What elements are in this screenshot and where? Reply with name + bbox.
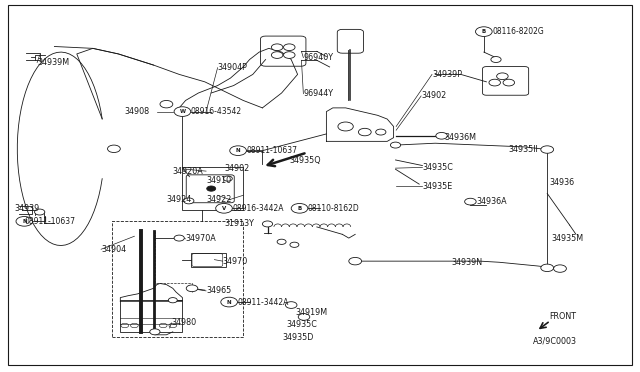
Text: 34922: 34922 <box>206 195 232 204</box>
Text: W: W <box>179 109 186 114</box>
Bar <box>182 167 243 210</box>
Text: N: N <box>22 219 27 224</box>
Bar <box>191 253 226 267</box>
Circle shape <box>349 257 362 265</box>
Circle shape <box>465 198 476 205</box>
Text: 08911-3442A: 08911-3442A <box>237 298 289 307</box>
Text: 34939P: 34939P <box>432 70 462 79</box>
Text: 34980: 34980 <box>172 318 196 327</box>
Text: A3/9C0003: A3/9C0003 <box>532 337 577 346</box>
Circle shape <box>390 142 401 148</box>
Circle shape <box>436 132 447 139</box>
Text: 34970: 34970 <box>223 257 248 266</box>
Text: 08911-10637: 08911-10637 <box>24 217 76 226</box>
Text: B: B <box>298 206 301 211</box>
Circle shape <box>277 239 286 244</box>
Text: 34939: 34939 <box>14 204 39 213</box>
Text: 34939M: 34939M <box>37 58 69 67</box>
Text: 34902: 34902 <box>224 164 249 173</box>
Bar <box>120 300 182 332</box>
Text: 34936: 34936 <box>549 178 574 187</box>
Circle shape <box>503 79 515 86</box>
Text: 08916-43542: 08916-43542 <box>191 107 242 116</box>
Circle shape <box>271 52 283 58</box>
Circle shape <box>497 73 508 80</box>
Text: FRONT: FRONT <box>549 312 576 321</box>
Circle shape <box>184 198 194 204</box>
Text: 08116-8202G: 08116-8202G <box>492 27 544 36</box>
Text: N: N <box>236 148 241 153</box>
Circle shape <box>216 203 232 213</box>
Text: 34908: 34908 <box>125 107 150 116</box>
Text: 34924: 34924 <box>166 195 191 204</box>
Text: 34910: 34910 <box>206 176 231 185</box>
Circle shape <box>285 302 297 308</box>
Circle shape <box>284 44 295 51</box>
Circle shape <box>284 52 295 58</box>
Circle shape <box>35 209 45 215</box>
Text: 34970A: 34970A <box>186 234 216 243</box>
Text: 08911-10637: 08911-10637 <box>246 146 298 155</box>
Circle shape <box>168 298 177 303</box>
Text: 08110-8162D: 08110-8162D <box>308 204 360 213</box>
Text: 34936M: 34936M <box>445 133 477 142</box>
Circle shape <box>16 217 33 226</box>
Circle shape <box>298 314 310 320</box>
Text: 34935II: 34935II <box>509 145 538 154</box>
Circle shape <box>376 129 386 135</box>
Circle shape <box>174 235 184 241</box>
Text: 34935M: 34935M <box>552 234 584 243</box>
Text: V: V <box>222 206 226 211</box>
Text: 08916-3442A: 08916-3442A <box>232 204 284 213</box>
Text: 34935Q: 34935Q <box>289 156 321 165</box>
Text: 34935C: 34935C <box>287 320 317 329</box>
Text: 34920A: 34920A <box>173 167 204 176</box>
Text: 34935C: 34935C <box>422 163 453 172</box>
Text: 34939N: 34939N <box>451 258 483 267</box>
Text: 34935D: 34935D <box>283 333 314 342</box>
Circle shape <box>221 297 237 307</box>
Text: 34965: 34965 <box>206 286 231 295</box>
Text: 34919M: 34919M <box>296 308 328 317</box>
Text: 34902: 34902 <box>421 92 446 100</box>
Text: 96944Y: 96944Y <box>303 89 333 98</box>
Circle shape <box>290 242 299 247</box>
Circle shape <box>150 329 160 335</box>
Text: 31913Y: 31913Y <box>224 219 254 228</box>
Circle shape <box>186 285 198 292</box>
Circle shape <box>207 186 216 191</box>
Circle shape <box>358 128 371 136</box>
Bar <box>112 221 243 337</box>
Circle shape <box>476 27 492 36</box>
Text: 34904: 34904 <box>101 245 126 254</box>
Circle shape <box>223 176 232 181</box>
Circle shape <box>291 203 308 213</box>
Circle shape <box>541 146 554 153</box>
Circle shape <box>489 79 500 86</box>
Text: 96940Y: 96940Y <box>303 53 333 62</box>
Text: B: B <box>482 29 486 34</box>
Circle shape <box>108 145 120 153</box>
Text: 34904P: 34904P <box>218 63 248 72</box>
Text: N: N <box>227 299 232 305</box>
Text: 34935E: 34935E <box>422 182 452 190</box>
Circle shape <box>338 122 353 131</box>
Circle shape <box>174 107 191 116</box>
Circle shape <box>262 221 273 227</box>
Circle shape <box>230 146 246 155</box>
Circle shape <box>491 57 501 62</box>
Circle shape <box>271 44 283 51</box>
Circle shape <box>554 265 566 272</box>
Text: 34936A: 34936A <box>477 197 508 206</box>
Circle shape <box>541 264 554 272</box>
Circle shape <box>160 100 173 108</box>
